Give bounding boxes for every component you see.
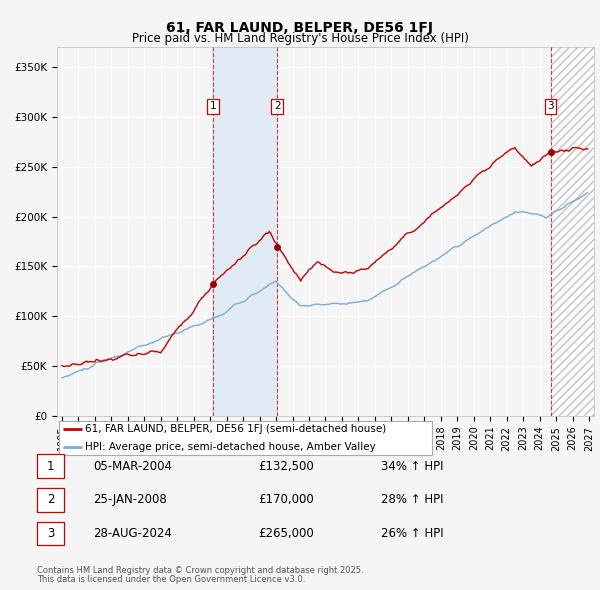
Bar bbox=[551, 47, 600, 416]
Text: 61, FAR LAUND, BELPER, DE56 1FJ (semi-detached house): 61, FAR LAUND, BELPER, DE56 1FJ (semi-de… bbox=[85, 424, 386, 434]
Text: 3: 3 bbox=[47, 527, 55, 540]
Text: £132,500: £132,500 bbox=[258, 460, 314, 473]
Text: Price paid vs. HM Land Registry's House Price Index (HPI): Price paid vs. HM Land Registry's House … bbox=[131, 32, 469, 45]
Text: This data is licensed under the Open Government Licence v3.0.: This data is licensed under the Open Gov… bbox=[37, 575, 305, 584]
Text: 1: 1 bbox=[209, 101, 217, 111]
Text: Contains HM Land Registry data © Crown copyright and database right 2025.: Contains HM Land Registry data © Crown c… bbox=[37, 566, 364, 575]
Text: 28-AUG-2024: 28-AUG-2024 bbox=[93, 527, 172, 540]
Text: 05-MAR-2004: 05-MAR-2004 bbox=[93, 460, 172, 473]
Text: 61, FAR LAUND, BELPER, DE56 1FJ: 61, FAR LAUND, BELPER, DE56 1FJ bbox=[167, 21, 433, 35]
Text: £170,000: £170,000 bbox=[258, 493, 314, 506]
Text: 2: 2 bbox=[47, 493, 55, 506]
Text: 3: 3 bbox=[547, 101, 554, 111]
Text: 28% ↑ HPI: 28% ↑ HPI bbox=[381, 493, 443, 506]
Text: 25-JAN-2008: 25-JAN-2008 bbox=[93, 493, 167, 506]
Text: £265,000: £265,000 bbox=[258, 527, 314, 540]
Text: 34% ↑ HPI: 34% ↑ HPI bbox=[381, 460, 443, 473]
Text: 1: 1 bbox=[47, 460, 55, 473]
Bar bbox=[213, 47, 277, 416]
Text: HPI: Average price, semi-detached house, Amber Valley: HPI: Average price, semi-detached house,… bbox=[85, 442, 376, 453]
Text: 26% ↑ HPI: 26% ↑ HPI bbox=[381, 527, 443, 540]
FancyBboxPatch shape bbox=[59, 421, 433, 455]
Text: 2: 2 bbox=[274, 101, 281, 111]
